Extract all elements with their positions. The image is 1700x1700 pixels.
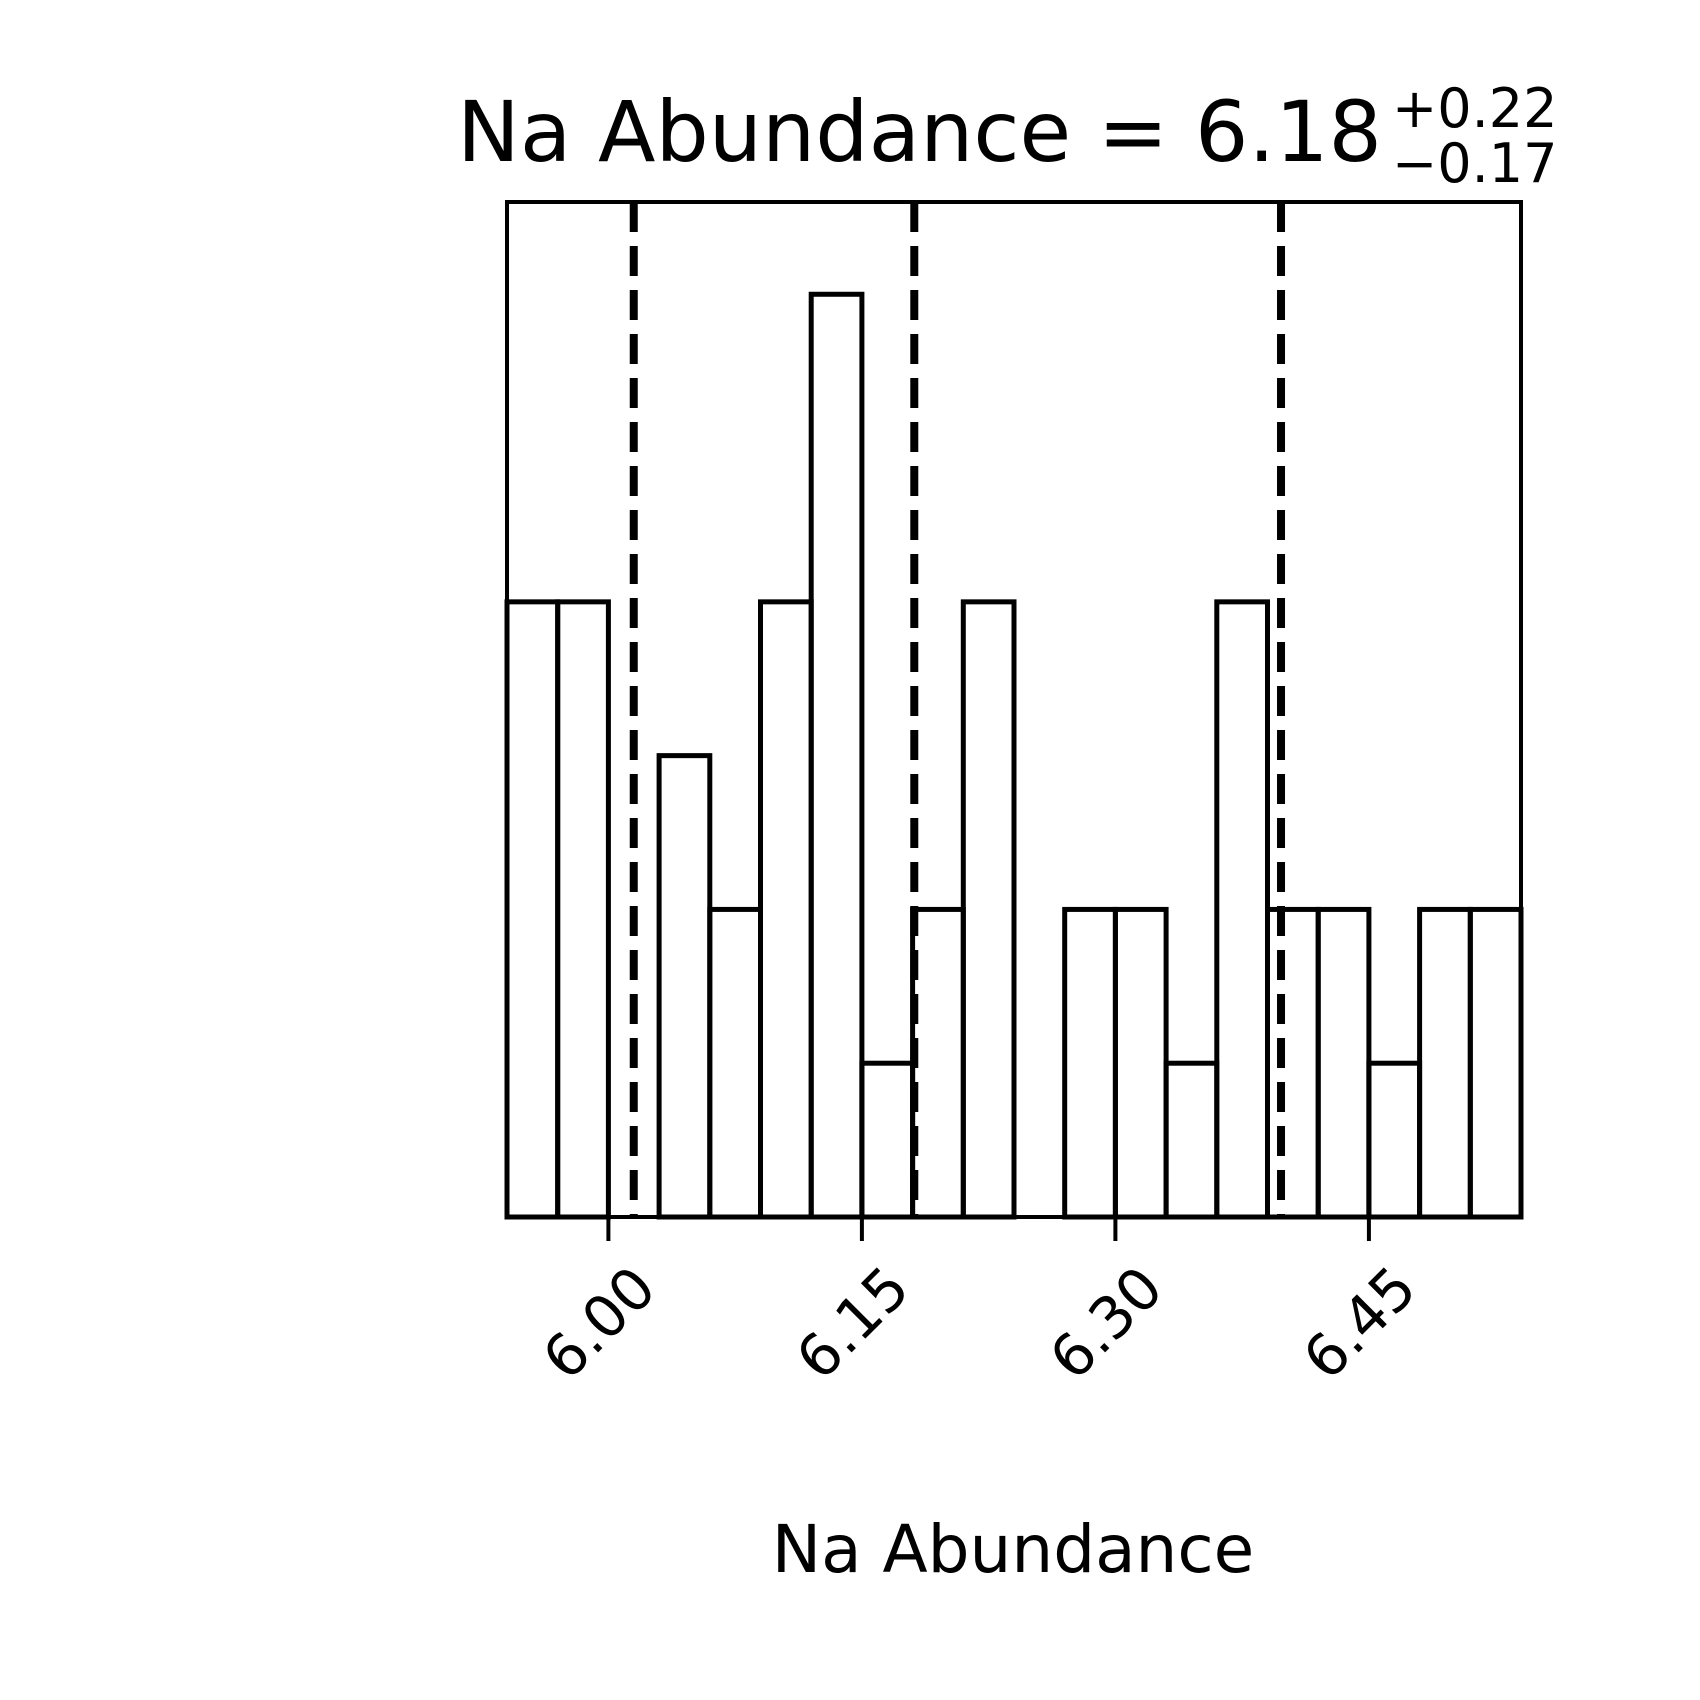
chart-title-lower-error: −0.17 <box>1392 132 1557 195</box>
histogram-bar <box>1265 906 1321 1220</box>
histogram-bar <box>1062 906 1118 1220</box>
histogram-bar <box>707 906 763 1220</box>
chart-title: Na Abundance = 6.18 +0.22 −0.17 <box>457 77 1557 195</box>
histogram-bar <box>859 1060 916 1220</box>
x-tick-label: 6.45 <box>1290 1253 1429 1392</box>
x-axis-label: Na Abundance <box>772 1511 1255 1588</box>
histogram-bar <box>1112 906 1169 1220</box>
chart-title-main: Na Abundance = 6.18 <box>457 83 1382 181</box>
histogram-bar <box>910 906 966 1220</box>
x-tick-label: 6.15 <box>783 1253 922 1392</box>
histogram-bar <box>758 599 814 1220</box>
histogram-bar <box>1417 906 1473 1220</box>
histogram-bar <box>555 599 611 1220</box>
chart-title-upper-error: +0.22 <box>1392 77 1557 140</box>
histogram-bar <box>808 291 865 1220</box>
histogram-bar <box>656 753 713 1220</box>
plot-area: 6.00 6.15 6.30 6.45 <box>504 200 1524 1393</box>
histogram-bar <box>960 599 1017 1220</box>
x-tick-label: 6.00 <box>529 1253 668 1392</box>
histogram-bar <box>1315 906 1372 1220</box>
histogram-bar <box>1163 1060 1220 1220</box>
histogram-bar <box>1214 599 1271 1220</box>
histogram-bar <box>1467 906 1524 1220</box>
histogram-bar <box>504 599 561 1220</box>
plot-frame <box>505 200 1523 1219</box>
histogram-bar <box>1366 1060 1423 1220</box>
x-tick-label: 6.30 <box>1036 1253 1175 1392</box>
